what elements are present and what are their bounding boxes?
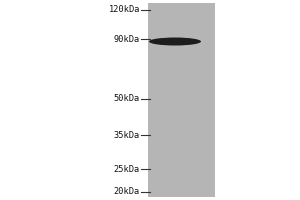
Text: 120kDa: 120kDa bbox=[109, 5, 140, 15]
Text: 90kDa: 90kDa bbox=[114, 35, 140, 44]
Bar bbox=[148, 3, 215, 197]
Text: 35kDa: 35kDa bbox=[114, 131, 140, 140]
Ellipse shape bbox=[149, 38, 201, 46]
Text: 20kDa: 20kDa bbox=[114, 188, 140, 196]
Text: 25kDa: 25kDa bbox=[114, 165, 140, 174]
Text: 50kDa: 50kDa bbox=[114, 94, 140, 103]
